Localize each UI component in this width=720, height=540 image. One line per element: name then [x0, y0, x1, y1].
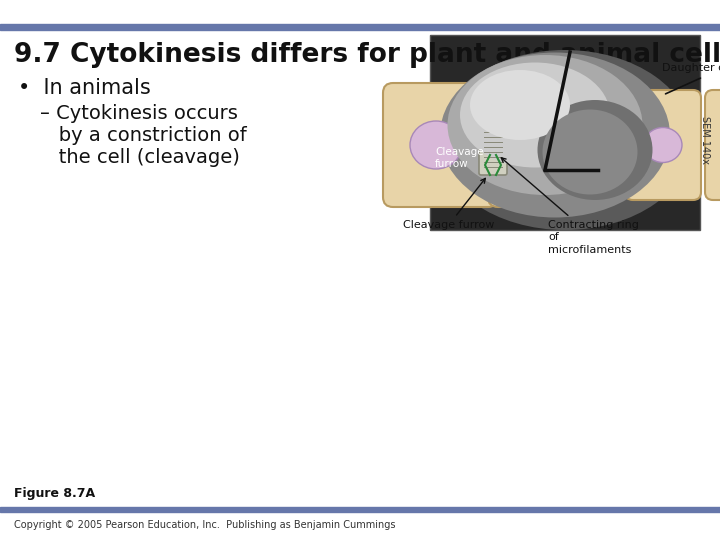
Text: by a constriction of: by a constriction of — [40, 126, 247, 145]
FancyBboxPatch shape — [625, 90, 701, 200]
Ellipse shape — [470, 70, 570, 140]
Text: 9.7 Cytokinesis differs for plant and animal cells: 9.7 Cytokinesis differs for plant and an… — [14, 42, 720, 68]
Text: Daughter cells: Daughter cells — [662, 63, 720, 73]
Ellipse shape — [440, 52, 670, 218]
Text: Contracting ring
of
microfilaments: Contracting ring of microfilaments — [501, 158, 639, 255]
Text: Copyright © 2005 Pearson Education, Inc.  Publishing as Benjamin Cummings: Copyright © 2005 Pearson Education, Inc.… — [14, 520, 395, 530]
Text: the cell (cleavage): the cell (cleavage) — [40, 148, 240, 167]
Text: Cleavage furrow: Cleavage furrow — [403, 178, 495, 230]
Text: SEM 140x: SEM 140x — [700, 116, 710, 164]
Bar — [0, 24, 720, 30]
Ellipse shape — [438, 50, 693, 230]
Ellipse shape — [524, 121, 576, 169]
Ellipse shape — [410, 121, 462, 169]
Ellipse shape — [460, 63, 610, 167]
FancyBboxPatch shape — [479, 115, 507, 175]
Text: Cleavage
furrow: Cleavage furrow — [435, 147, 484, 169]
Ellipse shape — [542, 110, 637, 194]
Bar — [430, 35, 700, 230]
Bar — [0, 507, 720, 512]
Text: Figure 8.7A: Figure 8.7A — [14, 487, 95, 500]
Text: •  In animals: • In animals — [18, 78, 150, 98]
FancyBboxPatch shape — [488, 83, 603, 207]
FancyBboxPatch shape — [705, 90, 720, 200]
Ellipse shape — [644, 127, 682, 163]
Ellipse shape — [448, 55, 642, 195]
FancyBboxPatch shape — [383, 83, 498, 207]
Text: – Cytokinesis occurs: – Cytokinesis occurs — [40, 104, 238, 123]
Ellipse shape — [538, 100, 652, 200]
